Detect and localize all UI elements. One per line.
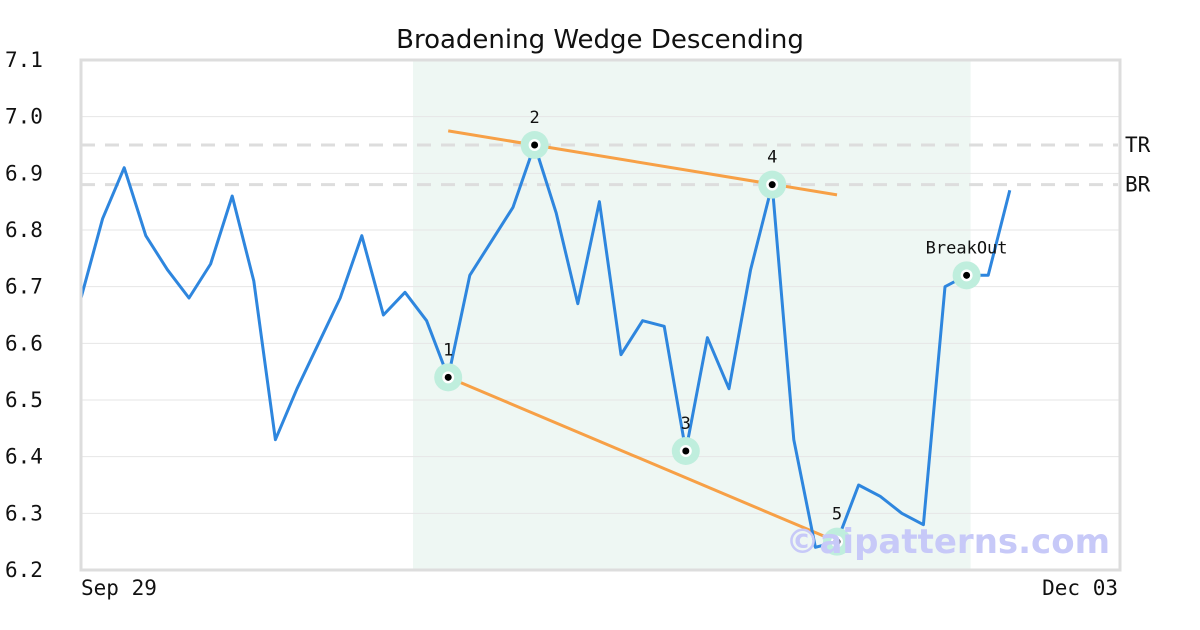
pattern-point-label: BreakOut bbox=[926, 238, 1008, 258]
pattern-point bbox=[833, 538, 841, 546]
price-line bbox=[79, 143, 1012, 549]
watermark: ©aipatterns.com bbox=[785, 522, 1110, 562]
trendline bbox=[447, 375, 838, 544]
y-tick-label: 6.6 bbox=[5, 331, 43, 355]
pattern-point-label: 2 bbox=[529, 108, 539, 128]
y-tick-label: 6.4 bbox=[5, 445, 43, 469]
pattern-point bbox=[963, 271, 971, 279]
y-tick-label: 6.3 bbox=[5, 501, 43, 525]
x-tick-label: Sep 29 bbox=[81, 576, 157, 600]
pattern-point-label: 3 bbox=[681, 414, 691, 434]
pattern-point bbox=[682, 447, 690, 455]
reference-label-tr: TR bbox=[1125, 133, 1151, 157]
y-tick-label: 6.5 bbox=[5, 388, 43, 412]
pattern-point-label: 4 bbox=[767, 148, 777, 168]
y-tick-label: 6.7 bbox=[5, 275, 43, 299]
pattern-point bbox=[444, 373, 452, 381]
pattern-point bbox=[531, 141, 539, 149]
y-tick-label: 6.9 bbox=[5, 161, 43, 185]
y-tick-label: 6.2 bbox=[5, 558, 43, 582]
pattern-point-label: 5 bbox=[832, 505, 842, 525]
pattern-highlight-band bbox=[413, 60, 971, 570]
chart-title: Broadening Wedge Descending bbox=[396, 25, 804, 55]
y-tick-label: 7.0 bbox=[5, 105, 43, 129]
reference-label-br: BR bbox=[1125, 173, 1151, 197]
y-tick-label: 7.1 bbox=[5, 48, 43, 72]
x-tick-label: Dec 03 bbox=[1042, 576, 1118, 600]
pattern-point-label: 1 bbox=[443, 340, 453, 360]
plot-frame bbox=[79, 58, 1122, 572]
pattern-point bbox=[768, 181, 776, 189]
y-tick-label: 6.8 bbox=[5, 218, 43, 242]
